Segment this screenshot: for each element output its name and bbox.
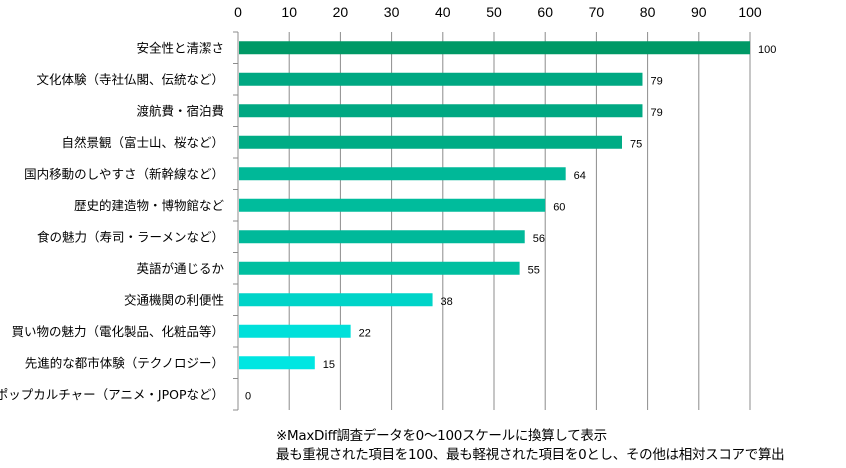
- footnote-line-2: 最も重視された項目を100、最も軽視された項目を0とし、その他は相対スコアで算出: [276, 447, 785, 463]
- x-tick-label: 30: [384, 4, 400, 20]
- bar: [239, 261, 520, 275]
- bar: [239, 230, 525, 244]
- x-tick-label: 80: [640, 4, 656, 20]
- category-label: 英語が通じるか: [136, 261, 224, 276]
- bar: [239, 324, 351, 338]
- data-label: 56: [533, 233, 545, 245]
- data-label: 79: [650, 75, 662, 87]
- category-label: 国内移動のしやすさ（新幹線など）: [24, 166, 224, 181]
- x-tick-label: 10: [281, 4, 297, 20]
- category-label: 安全性と清潔さ: [136, 40, 224, 55]
- bar: [239, 293, 433, 307]
- category-label: 食の魅力（寿司・ラーメンなど）: [37, 229, 224, 244]
- category-label: 先進的な都市体験（テクノロジー）: [25, 355, 224, 370]
- bar: [239, 104, 643, 118]
- data-label: 22: [359, 327, 371, 339]
- data-label: 0: [245, 390, 251, 402]
- x-tick-label: 70: [589, 4, 605, 20]
- data-label: 79: [650, 107, 662, 119]
- bar: [239, 41, 750, 55]
- bar: [239, 356, 315, 370]
- category-label: ポップカルチャー（アニメ・JPOPなど）: [0, 387, 224, 402]
- bar: [239, 167, 566, 181]
- x-tick-label: 50: [486, 4, 502, 20]
- x-tick-label: 90: [691, 4, 707, 20]
- bar: [239, 135, 622, 149]
- data-label: 60: [553, 201, 565, 213]
- data-label: 75: [630, 138, 642, 150]
- x-tick-label: 0: [234, 4, 242, 20]
- footnote-line-1: ※MaxDiff調査データを0～100スケールに換算して表示: [276, 428, 607, 444]
- category-label: 渡航費・宿泊費: [136, 103, 224, 118]
- data-label: 100: [758, 44, 776, 56]
- x-tick-label: 20: [333, 4, 349, 20]
- category-label: 買い物の魅力（電化製品、化粧品等）: [11, 324, 224, 339]
- data-label: 15: [323, 359, 335, 371]
- data-label: 64: [574, 170, 586, 182]
- x-tick-label: 60: [537, 4, 553, 20]
- category-label: 文化体験（寺社仏閣、伝統など）: [36, 72, 224, 87]
- data-label: 55: [528, 264, 540, 276]
- category-label: 歴史的建造物・博物館など: [74, 198, 225, 213]
- category-label: 交通機関の利便性: [124, 292, 224, 307]
- x-tick-label: 100: [738, 4, 762, 20]
- bar: [239, 198, 546, 212]
- category-label: 自然景観（富士山、桜など）: [61, 135, 224, 150]
- data-label: 38: [441, 296, 453, 308]
- x-tick-label: 40: [435, 4, 451, 20]
- bar: [239, 72, 643, 86]
